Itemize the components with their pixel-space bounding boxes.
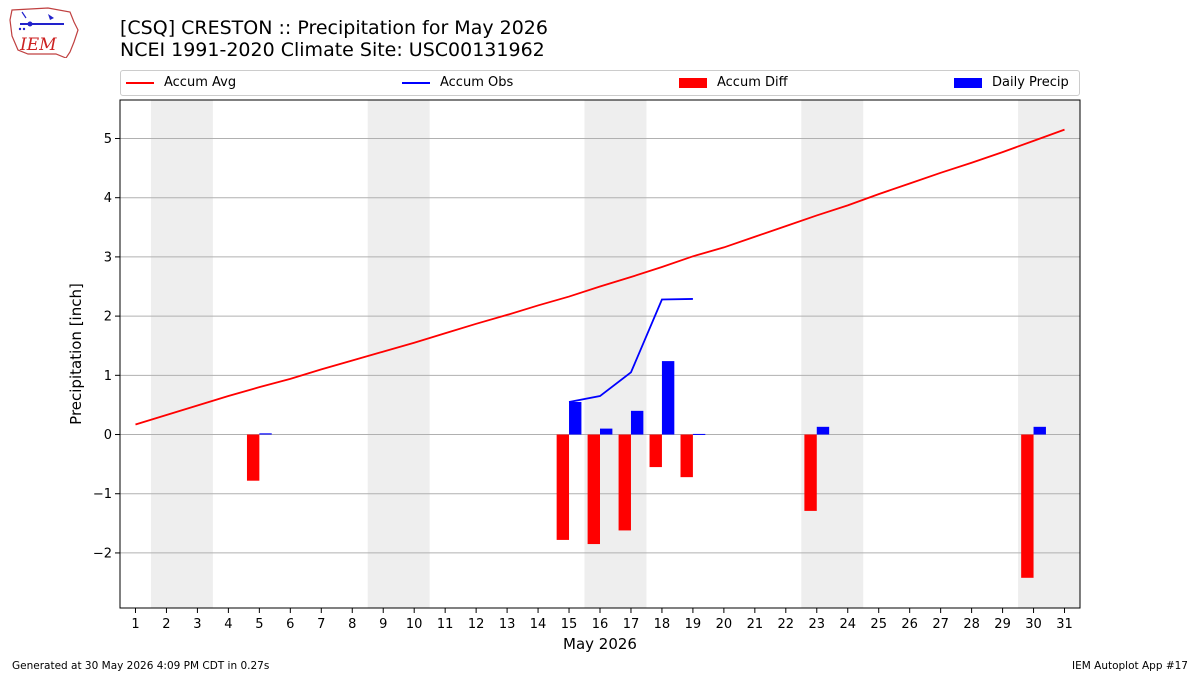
accum-diff-bar-30	[1021, 434, 1034, 578]
x-tick-label-10: 10	[406, 617, 423, 632]
y-tick-label-5: 3	[104, 250, 112, 265]
x-tick-label-5: 5	[255, 617, 263, 632]
daily-precip-bar-23	[816, 426, 830, 435]
accum-diff-bar-17	[618, 434, 631, 531]
x-tick-label-22: 22	[778, 617, 795, 632]
legend-item-accum-avg: Accum Avg	[126, 74, 236, 92]
accum-diff-bar-19	[680, 434, 693, 478]
accum-diff-bar-16	[587, 434, 600, 545]
legend-swatch-accum-obs	[402, 82, 430, 84]
logo-text: IEM	[19, 35, 57, 55]
legend-label-accum-diff: Accum Diff	[717, 75, 788, 90]
x-tick-label-21: 21	[747, 617, 764, 632]
weekend-band-1	[150, 100, 213, 608]
accum-diff-bar-23	[804, 434, 817, 511]
daily-precip-bar-30	[1033, 426, 1046, 435]
legend-swatch-accum-avg	[126, 82, 154, 84]
x-tick-label-7: 7	[317, 617, 325, 632]
x-tick-label-4: 4	[224, 617, 232, 632]
x-tick-label-16: 16	[592, 617, 609, 632]
legend-item-accum-diff: Accum Diff	[679, 74, 788, 92]
daily-precip-bar-16	[600, 428, 613, 435]
title-line-1: [CSQ] CRESTON :: Precipitation for May 2…	[120, 17, 548, 39]
legend-item-accum-obs: Accum Obs	[402, 74, 513, 92]
generated-timestamp: Generated at 30 May 2026 4:09 PM CDT in …	[12, 660, 270, 672]
y-tick-label-7: 5	[104, 132, 112, 147]
x-tick-label-25: 25	[870, 617, 887, 632]
accum-obs-line	[568, 298, 693, 403]
daily-precip-bar-17	[630, 410, 644, 435]
x-tick-label-28: 28	[963, 617, 980, 632]
chart-title: [CSQ] CRESTON :: Precipitation for May 2…	[120, 17, 548, 61]
legend-label-accum-avg: Accum Avg	[164, 75, 237, 90]
y-tick-label-3: 1	[104, 369, 112, 384]
accum-diff-bar-5	[246, 434, 260, 481]
x-tick-label-23: 23	[809, 617, 826, 632]
x-tick-label-14: 14	[530, 617, 547, 632]
daily-precip-bar-18	[661, 361, 675, 435]
title-line-2: NCEI 1991-2020 Climate Site: USC00131962	[120, 39, 545, 61]
x-tick-label-8: 8	[348, 617, 356, 632]
autoplot-app-label: IEM Autoplot App #17	[1072, 660, 1188, 672]
x-tick-label-13: 13	[499, 617, 516, 632]
x-tick-label-15: 15	[561, 617, 578, 632]
accum-diff-bar-18	[649, 434, 662, 468]
x-tick-label-2: 2	[162, 617, 170, 632]
x-tick-label-26: 26	[901, 617, 918, 632]
x-axis-label: May 2026	[563, 635, 637, 653]
x-tick-label-3: 3	[193, 617, 201, 632]
y-tick-label-1: −1	[93, 487, 112, 502]
y-tick-label-6: 4	[104, 191, 112, 206]
accum-diff-bar-15	[556, 434, 570, 540]
iem-logo: IEM	[8, 6, 80, 59]
legend-label-daily-precip: Daily Precip	[992, 75, 1069, 90]
y-axis-label: Precipitation [inch]	[67, 283, 85, 425]
legend-swatch-daily-precip	[954, 78, 982, 88]
x-tick-label-12: 12	[468, 617, 485, 632]
daily-precip-bar-19	[692, 433, 706, 435]
x-tick-label-20: 20	[716, 617, 733, 632]
daily-precip-bar-15	[569, 401, 582, 435]
y-tick-label-4: 2	[104, 310, 112, 325]
x-tick-label-27: 27	[932, 617, 949, 632]
x-tick-label-1: 1	[131, 617, 139, 632]
chart-legend: Accum Avg Accum Obs Accum Diff Daily Pre…	[120, 70, 1080, 96]
x-tick-label-29: 29	[994, 617, 1011, 632]
legend-item-daily-precip: Daily Precip	[954, 74, 1069, 92]
y-tick-label-2: 0	[104, 428, 112, 443]
daily-precip-bar-5	[259, 433, 272, 435]
legend-label-accum-obs: Accum Obs	[440, 75, 514, 90]
weekend-band-4	[801, 100, 864, 608]
x-tick-label-24: 24	[839, 617, 856, 632]
y-tick-label-0: −2	[93, 546, 112, 561]
x-tick-label-18: 18	[654, 617, 671, 632]
x-tick-label-31: 31	[1056, 617, 1073, 632]
x-tick-label-19: 19	[685, 617, 702, 632]
x-tick-label-6: 6	[286, 617, 294, 632]
x-tick-label-9: 9	[379, 617, 387, 632]
accum-avg-line	[135, 128, 1065, 426]
x-tick-label-30: 30	[1025, 617, 1042, 632]
x-tick-label-11: 11	[437, 617, 454, 632]
legend-swatch-accum-diff	[679, 78, 707, 88]
x-tick-label-17: 17	[623, 617, 640, 632]
